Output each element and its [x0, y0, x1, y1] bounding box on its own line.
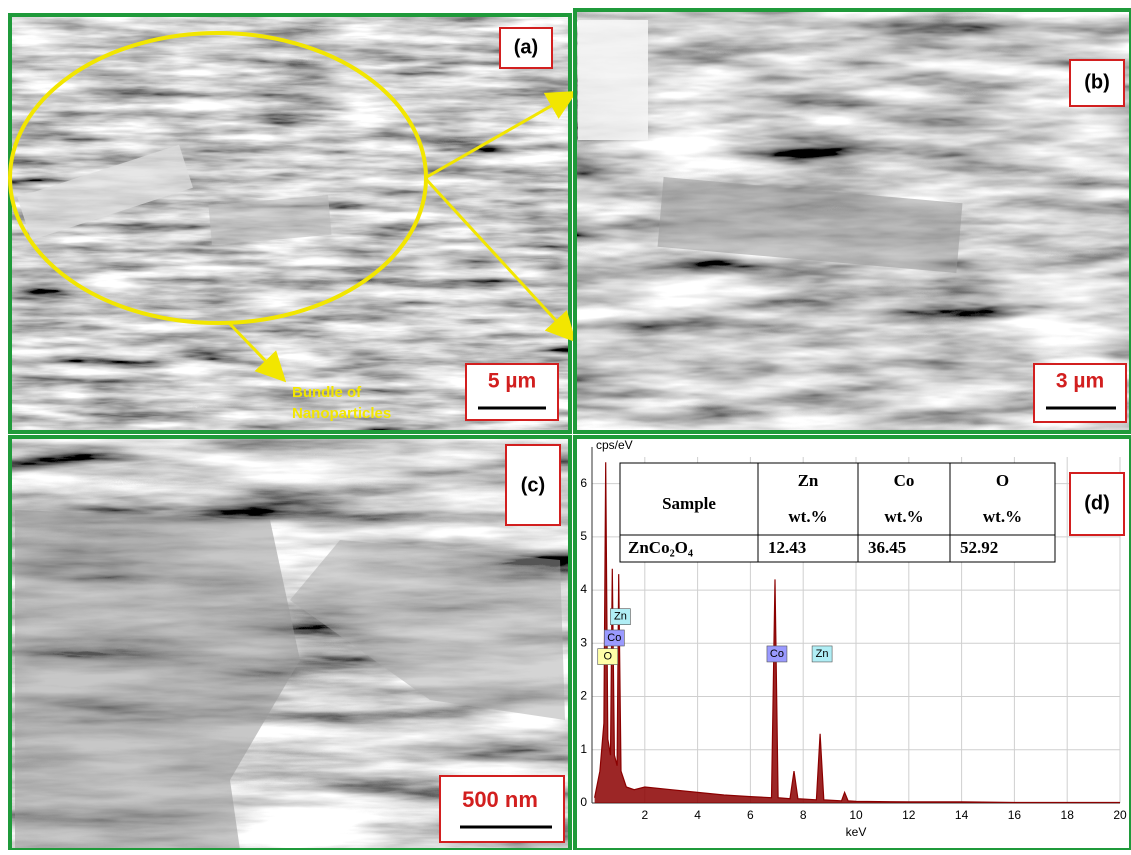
panel-b: (b) 3 µm — [575, 10, 1131, 432]
annotation: Bundle of — [292, 384, 362, 401]
table-header: O — [996, 471, 1009, 490]
peak-label: Co — [770, 648, 784, 660]
x-tick-label: 14 — [955, 808, 969, 822]
y-tick-label: 6 — [580, 476, 587, 490]
x-axis-label: keV — [846, 825, 867, 839]
x-tick-label: 18 — [1061, 808, 1075, 822]
x-tick-label: 10 — [849, 808, 863, 822]
table-cell: 12.43 — [768, 538, 806, 557]
table-header: wt.% — [788, 507, 827, 526]
peak-label: Zn — [816, 648, 829, 660]
x-tick-label: 4 — [694, 808, 701, 822]
table-header: Sample — [662, 494, 716, 513]
annotation: Nanoparticles — [292, 405, 391, 422]
peak-label: Zn — [614, 611, 627, 623]
table-cell: 36.45 — [868, 538, 906, 557]
x-tick-label: 16 — [1008, 808, 1022, 822]
y-tick-label: 3 — [580, 635, 587, 649]
panel-a: Bundle of Nanoparticles (a) 5 µm — [10, 15, 572, 432]
scale-text: 5 µm — [488, 370, 536, 393]
panel-c: (c) 500 nm — [10, 437, 570, 850]
table-cell: ZnCo₂O₄ — [628, 538, 693, 557]
y-tick-label: 0 — [580, 795, 587, 809]
table-cell: 52.92 — [960, 538, 998, 557]
panel-label: (a) — [514, 36, 538, 58]
x-tick-label: 8 — [800, 808, 807, 822]
table-header: wt.% — [983, 507, 1022, 526]
x-tick-label: 2 — [641, 808, 648, 822]
figure: Bundle of Nanoparticles (a) 5 µm (b) 3 µ… — [0, 0, 1131, 850]
x-tick-label: 12 — [902, 808, 916, 822]
y-tick-label: 1 — [580, 742, 587, 756]
x-tick-label: 6 — [747, 808, 754, 822]
scale-text: 500 nm — [462, 787, 538, 812]
panel-label: (c) — [521, 474, 545, 496]
peak-label: Co — [607, 632, 621, 644]
panel-label: (b) — [1084, 71, 1110, 93]
panel-label: (d) — [1084, 492, 1110, 514]
rod — [578, 20, 648, 140]
y-tick-label: 2 — [580, 689, 587, 703]
peak-label: O — [603, 651, 612, 663]
x-tick-label: 20 — [1113, 808, 1127, 822]
table-header: Co — [894, 471, 915, 490]
y-tick-label: 5 — [580, 529, 587, 543]
table-header: Zn — [798, 471, 819, 490]
scale-text: 3 µm — [1056, 370, 1104, 393]
y-axis-label: cps/eV — [596, 438, 633, 452]
y-tick-label: 4 — [580, 582, 587, 596]
table-header: wt.% — [884, 507, 923, 526]
